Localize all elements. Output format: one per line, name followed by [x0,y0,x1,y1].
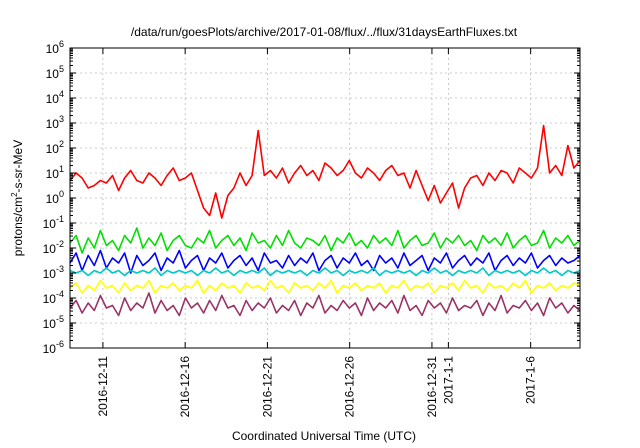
series-line [69,267,581,277]
x-tick-label: 2016-12-11 [96,356,110,417]
y-axis-label-sup: 2 [10,192,19,197]
y-tick-label: 103 [46,114,64,131]
x-axis-label: Coordinated Universal Time (UTC) [232,429,416,443]
y-tick-label-exp: -1 [56,214,64,224]
y-tick-label-base: 10 [43,217,57,231]
y-tick-label-exp: -2 [56,239,64,249]
y-tick-label-exp: 5 [59,64,64,74]
y-tick-label-base: 10 [46,192,60,206]
y-tick-labels: 10610510410310210110010-110-210-310-410-… [43,39,64,356]
y-tick-label-exp: 4 [59,89,64,99]
x-tick-label: 2016-12-31 [425,356,439,418]
grid [70,48,580,348]
y-axis-label-base: protons/cm [11,197,25,256]
y-tick-label: 100 [46,189,64,206]
x-tick-label: 2016-12-26 [343,356,357,418]
series-layer [69,124,581,317]
y-tick-label-exp: 0 [59,189,64,199]
y-tick-label-exp: 6 [59,39,64,49]
y-tick-label: 10-2 [43,239,64,256]
y-tick-label-base: 10 [43,267,57,281]
y-tick-label-exp: 2 [59,139,64,149]
y-tick-label: 101 [46,164,64,181]
y-tick-label-base: 10 [46,42,60,56]
series-line [69,227,581,254]
y-tick-label-base: 10 [43,317,57,331]
x-tick-label: 2016-12-21 [260,356,274,418]
y-tick-label-exp: -6 [56,339,64,349]
y-tick-label: 106 [46,39,64,56]
x-tick-labels: 2016-12-11 2016-12-16 2016-12-21 2016-12-26… [96,356,538,418]
y-axis-label-rest: -s-sr-MeV [11,140,25,193]
y-tick-label-exp: 3 [59,114,64,124]
y-tick-label: 105 [46,64,64,81]
x-tick-label: 2017-1-6 [524,356,538,404]
series-line [69,124,581,219]
y-tick-label: 10-1 [43,214,64,231]
y-tick-label-base: 10 [43,342,57,356]
series-line [69,279,581,294]
y-tick-label-base: 10 [43,292,57,306]
series-line [69,292,581,317]
y-tick-label-exp: -3 [56,264,64,274]
y-tick-label-base: 10 [43,242,57,256]
x-tick-label: 2016-12-16 [178,356,192,418]
y-tick-label-base: 10 [46,167,60,181]
y-tick-label: 10-5 [43,314,64,331]
y-tick-label: 104 [46,89,64,106]
y-tick-label-exp: -4 [56,289,64,299]
y-tick-label: 10-4 [43,289,64,306]
y-axis-label: protons/cm2-s-sr-MeV [10,140,25,256]
chart-title: /data/run/goesPlots/archive/2017-01-08/f… [131,25,518,39]
y-tick-label-base: 10 [46,142,60,156]
y-tick-label: 10-3 [43,264,64,281]
y-tick-label-base: 10 [46,92,60,106]
y-tick-label: 102 [46,139,64,156]
y-tick-label-base: 10 [46,67,60,81]
series-line [69,249,581,274]
y-tick-label: 10-6 [43,339,64,356]
y-tick-label-base: 10 [46,117,60,131]
y-tick-label-exp: -5 [56,314,64,324]
x-tick-label: 2017-1-1 [441,356,455,404]
y-tick-label-exp: 1 [59,164,64,174]
ticks [70,47,580,349]
